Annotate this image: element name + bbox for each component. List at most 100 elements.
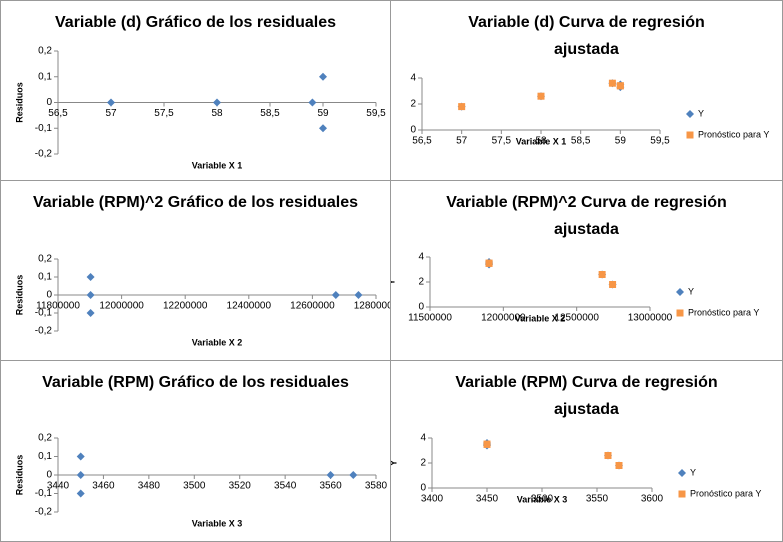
point [616,82,624,90]
chart-title: Variable (RPM) Curva de regresión ajusta… [455,374,718,418]
x-tick-label: 57,5 [492,136,512,147]
y-tick-label: 0,1 [38,272,52,283]
point [615,462,623,469]
x-tick-label: 58,5 [260,108,280,119]
y-tick-label: 0 [46,470,52,481]
y-tick-label: 0,2 [38,433,52,444]
x-tick-label: 3560 [319,481,342,492]
point [458,103,466,111]
x-axis-title: Variable X 3 [192,518,243,528]
point [483,440,491,448]
x-axis-title: Variable X 1 [192,160,243,170]
chart-title: Variable (RPM) Gráfico de los residuales [42,374,349,391]
x-axis-title: Variable X 2 [192,337,243,347]
point [326,471,335,479]
point [319,124,327,133]
x-tick-label: 58 [211,108,223,119]
legend-label: Pronóstico para Y [698,129,769,139]
y-tick-label: -0,1 [35,308,53,319]
y-axis-title: Residuos [14,455,24,496]
chart-title: Variable (d) Gráfico de los residuales [55,14,336,31]
x-tick-label: 57,5 [154,108,174,119]
y-axis-title: Y [391,279,396,285]
y-tick-label: 0 [420,483,426,494]
legend-label: Pronóstico para Y [688,307,759,317]
x-tick-label: 58 [535,136,547,147]
x-tick-label: 3550 [586,494,609,505]
y-tick-label: 4 [418,252,424,263]
y-tick-label: 2 [410,99,416,110]
y-tick-label: -0,2 [35,507,53,518]
chart: 0 2 4 3400 3450 3500 3550 3600 Variable X 3 Y Y Pro… [391,433,761,505]
chart: 0 2 4 11500000 12000000 12500000 13000000 Varia… [391,252,759,324]
chart-title: Variable (d) Curva de regresión ajustada [468,14,705,58]
x-tick-label: 13000000 [628,313,673,324]
legend-marker [678,490,686,498]
chart-panel: -0,2 -0,1 0 0,1 0,2 3440 3460 3480 3500 3520 3540 3… [0,360,391,542]
y-tick-label: -0,2 [35,149,53,160]
x-tick-label: 56,5 [48,108,68,119]
y-tick-label: -0,1 [35,123,53,134]
x-tick-label: 12600000 [290,301,335,312]
x-tick-label: 59,5 [650,136,670,147]
point [308,98,317,107]
x-tick-label: 59,5 [366,108,386,119]
point [598,271,606,278]
y-tick-label: 0,1 [38,71,52,82]
x-tick-label: 57 [456,136,468,147]
point [331,291,340,299]
y-axis-title: Residuos [14,82,24,123]
point [213,98,221,107]
x-tick-label: 3520 [229,481,252,492]
x-tick-label: 12000000 [99,301,144,312]
point [604,452,612,459]
y-tick-label: 2 [420,458,426,469]
chart: -0,2 -0,1 0 0,1 0,2 56,5 57 57,5 58 58,5 59 59,5 Var… [14,46,386,171]
point [609,281,617,288]
legend-label: Y [690,467,696,477]
y-tick-label: -0,2 [35,326,53,337]
legend-marker [676,288,684,296]
y-tick-label: 0,2 [38,46,52,57]
point [76,489,85,498]
x-tick-label: 56,5 [412,136,432,147]
point [107,98,115,107]
x-tick-label: 59 [615,136,627,147]
chart-title: Variable (RPM)^2 Curva de regresión ajus… [446,194,727,238]
point [86,273,95,281]
x-axis-title: Variable X 1 [516,136,567,146]
x-tick-label: 3460 [92,481,115,492]
point [485,259,493,267]
x-tick-label: 11800000 [36,301,80,312]
chart-panel: -0,2 -0,1 0 0,1 0,2 11800000 12000000 12200000 1… [0,180,391,361]
y-tick-label: 0,2 [38,254,52,265]
chart: -0,2 -0,1 0 0,1 0,2 3440 3460 3480 3500 3520 3540 3… [14,433,387,529]
y-axis-title: Y [391,460,398,466]
x-tick-label: 12400000 [227,301,272,312]
legend-label: Pronóstico para Y [690,488,761,498]
x-tick-label: 58,5 [571,136,591,147]
y-tick-label: 0,1 [38,451,52,462]
x-tick-label: 3440 [47,481,70,492]
legend-marker [678,469,686,477]
y-tick-label: 0 [46,97,52,108]
x-tick-label: 12200000 [163,301,208,312]
x-tick-label: 3480 [138,481,161,492]
x-tick-label: 3500 [183,481,206,492]
x-tick-label: 3450 [476,494,499,505]
chart-title: Variable (RPM)^2 Gráfico de los residual… [32,194,358,211]
y-tick-label: 2 [418,277,424,288]
legend-label: Y [688,286,694,296]
x-tick-label: 57 [105,108,117,119]
point [537,92,545,100]
y-tick-label: 4 [420,433,426,444]
x-tick-label: 3500 [531,494,554,505]
x-axis-title: Variable X 3 [517,494,568,504]
chart-panel: 0 2 4 11500000 12000000 12500000 13000000 Varia… [390,180,783,361]
y-tick-label: 4 [410,73,416,84]
legend-marker [686,110,694,118]
y-tick-label: 0 [46,290,52,301]
y-tick-label: 0 [418,302,424,313]
